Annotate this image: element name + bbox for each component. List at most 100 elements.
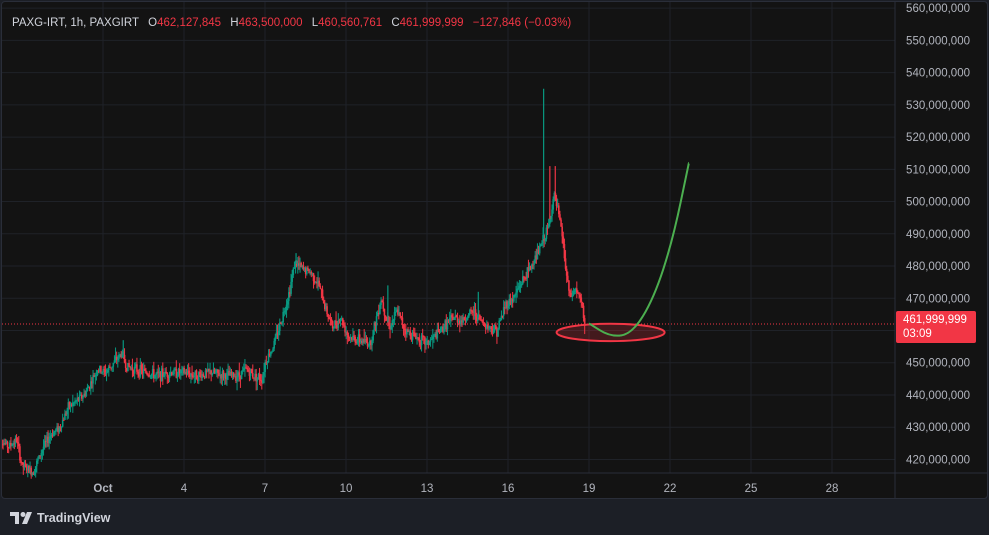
candle-body [363, 338, 365, 343]
candle-body [150, 373, 153, 376]
candle-body [428, 341, 431, 345]
candle-body [507, 305, 509, 309]
candle-body [583, 318, 586, 326]
candle-body [217, 369, 219, 373]
candle-body [556, 205, 559, 207]
candle-body [259, 379, 262, 381]
candle-body [435, 333, 437, 339]
chart-panel[interactable]: 420,000,000 430,000,000 440,000,000 450,000… [1, 1, 988, 499]
candle-body [506, 301, 508, 309]
change-value: −127,846 (−0.03%) [472, 17, 572, 29]
candle-body [483, 322, 486, 327]
candle-body [248, 371, 251, 376]
close-label: C [391, 17, 400, 29]
candle-body [354, 336, 356, 342]
candle-body [129, 366, 131, 368]
candle-body [330, 319, 333, 322]
candle-body [253, 377, 255, 379]
candle-body [432, 336, 434, 340]
candle-body [10, 442, 12, 446]
candle-body [487, 324, 489, 329]
candle-body [492, 330, 495, 334]
candle-body [301, 265, 304, 268]
candle-body [529, 265, 532, 270]
candle-body [171, 372, 173, 376]
candle-body [225, 374, 227, 380]
x-tick-label: 16 [502, 483, 515, 495]
candle-body [358, 334, 361, 343]
candle-body [499, 320, 502, 322]
branding[interactable]: TradingView [10, 510, 110, 526]
candle-body [353, 335, 355, 337]
x-tick-label: 4 [181, 483, 188, 495]
candle-body [173, 369, 175, 375]
candle-body [408, 331, 410, 333]
symbol-label[interactable]: PAXG-IRT, 1h, PAXGIRT [12, 17, 139, 29]
candle-body [63, 419, 65, 421]
candle-body [456, 317, 459, 323]
candle-body [275, 332, 278, 337]
candle-body [205, 370, 208, 372]
candle-body [398, 312, 400, 315]
candle-body [213, 369, 216, 373]
candle-body [430, 339, 433, 341]
candle-body [451, 315, 453, 317]
x-tick-label: 19 [583, 483, 596, 495]
candle-body [146, 372, 148, 375]
candle-body [518, 286, 521, 289]
candle-body [194, 370, 197, 376]
candle-body [82, 396, 84, 399]
y-tick-label: 500,000,000 [906, 197, 970, 209]
candle-body [99, 366, 101, 371]
candle-body [497, 328, 499, 337]
candle-body [364, 338, 367, 343]
low-label: L [311, 17, 319, 29]
candle-body [462, 317, 464, 323]
candle-body [7, 447, 10, 449]
candle-body [90, 381, 92, 389]
candle-body [218, 372, 220, 376]
candle-body [156, 371, 158, 374]
candle-body [57, 426, 59, 433]
candle-body [207, 369, 209, 372]
candle-body [400, 316, 403, 318]
candle-body [290, 281, 292, 294]
candle-body [307, 267, 309, 270]
candle-body [426, 340, 428, 342]
candle-body [282, 311, 284, 323]
candle-body [178, 368, 181, 374]
candle-body [27, 465, 29, 471]
candle-body [183, 367, 185, 374]
candle-body [463, 317, 466, 321]
candle-body [312, 273, 315, 282]
candle-body [229, 371, 232, 376]
candle-body [66, 409, 68, 415]
candle-body [291, 275, 293, 282]
candle-body [488, 327, 490, 329]
candle-body [434, 333, 436, 335]
candle-body [68, 402, 71, 408]
candle-body [166, 373, 169, 377]
candle-body [100, 366, 102, 373]
candle-body [279, 322, 281, 331]
candle-body [216, 369, 218, 373]
candle-body [391, 320, 394, 326]
price-chart[interactable]: 420,000,000 430,000,000 440,000,000 450,000… [2, 2, 988, 499]
candle-body [117, 358, 119, 361]
candle-body [340, 318, 343, 320]
candle-body [523, 276, 525, 278]
candle-body [228, 371, 230, 376]
candle-body [420, 335, 423, 346]
candle-body [544, 238, 547, 242]
candle-body [561, 226, 563, 237]
candle-body [153, 369, 155, 379]
candle-body [509, 298, 512, 304]
candle-body [11, 445, 13, 447]
candle-body [322, 300, 325, 304]
y-tick-label: 420,000,000 [906, 454, 970, 466]
candle-body [418, 337, 421, 343]
candle-body [513, 295, 515, 302]
candle-body [342, 318, 344, 326]
candle-body [203, 375, 206, 378]
candle-body [528, 265, 531, 271]
